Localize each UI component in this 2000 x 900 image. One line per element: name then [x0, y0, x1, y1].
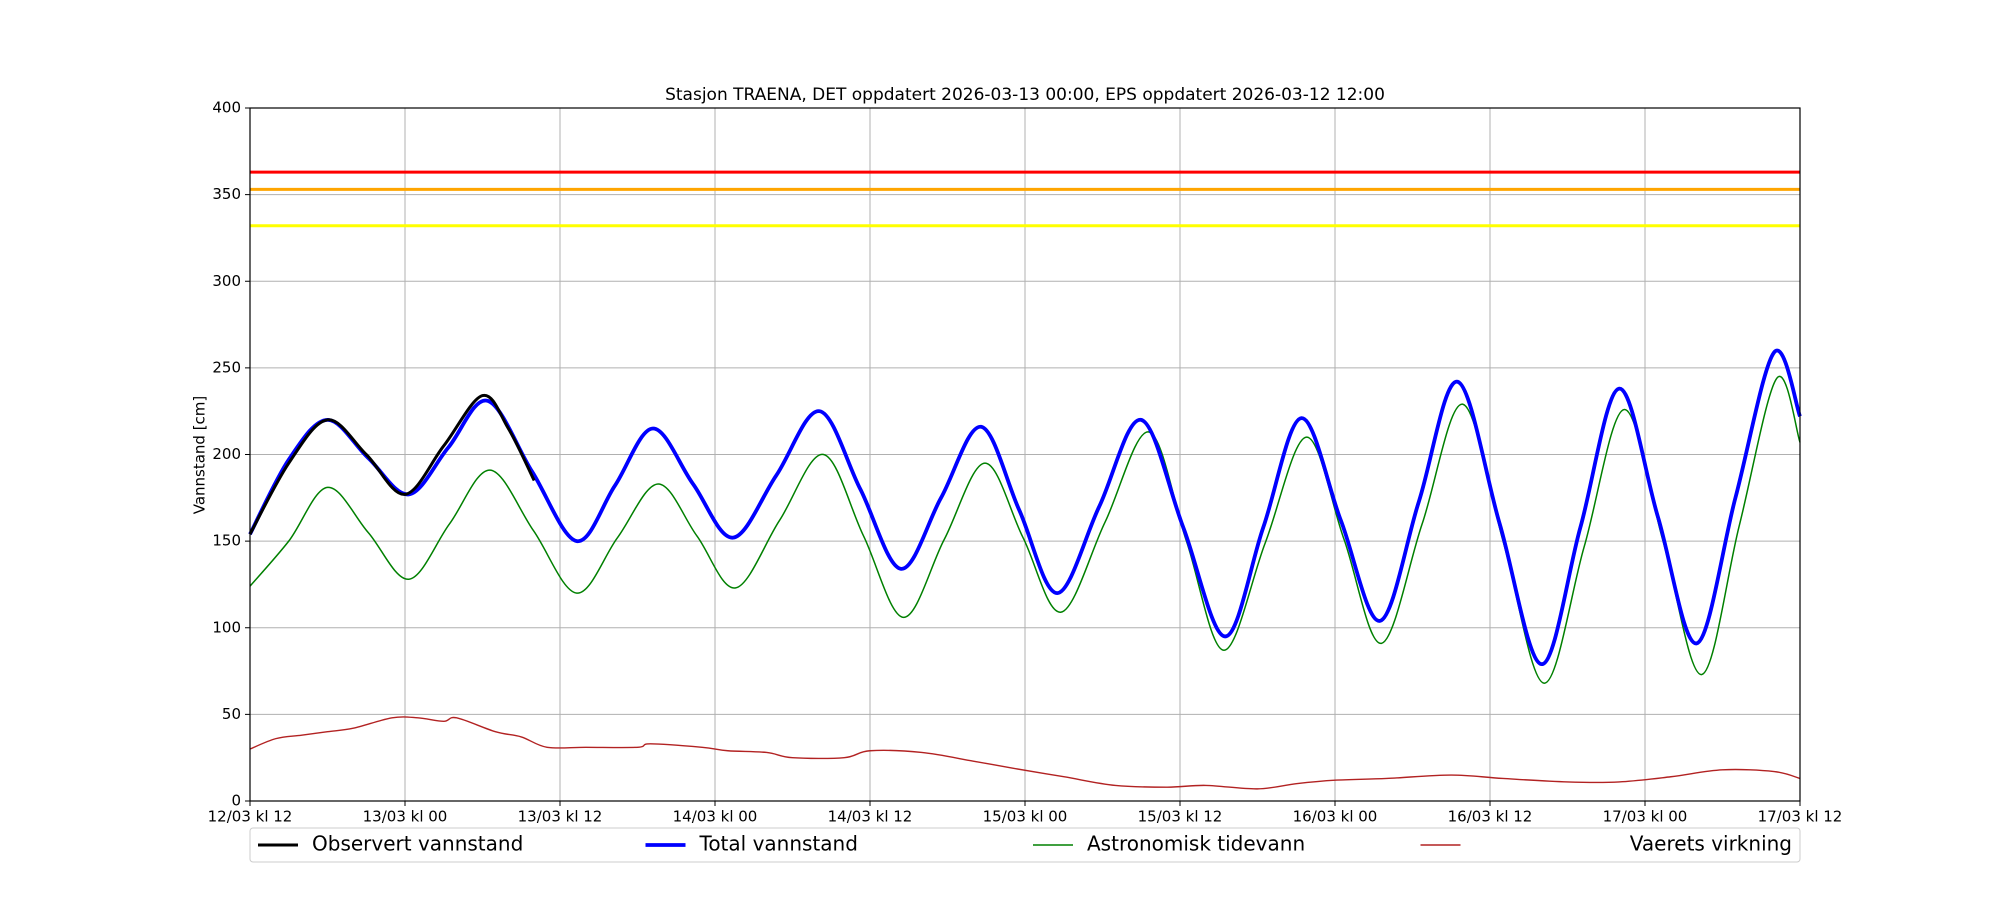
x-tick-label: 14/03 kl 12	[828, 808, 913, 826]
x-tick-label: 15/03 kl 12	[1138, 808, 1223, 826]
legend-label: Astronomisk tidevann	[1087, 832, 1305, 856]
legend-label: Total vannstand	[699, 832, 858, 856]
y-tick-label: 350	[212, 185, 241, 203]
y-tick-label: 0	[231, 792, 241, 810]
y-tick-label: 150	[212, 532, 241, 550]
series-line	[249, 716, 1801, 790]
x-tick-label: 13/03 kl 12	[518, 808, 603, 826]
x-tick-label: 13/03 kl 00	[363, 808, 448, 826]
x-tick-label: 14/03 kl 00	[673, 808, 758, 826]
y-tick-label: 200	[212, 445, 241, 463]
series-line	[249, 375, 1801, 684]
y-tick-label: 300	[212, 272, 241, 290]
x-tick-label: 17/03 kl 12	[1758, 808, 1843, 826]
y-tick-label: 50	[222, 705, 241, 723]
y-tick-label: 100	[212, 618, 241, 636]
plot-frame	[249, 107, 1801, 802]
y-tick-label: 250	[212, 358, 241, 376]
legend	[249, 827, 1801, 863]
x-tick-label: 12/03 kl 12	[208, 808, 293, 826]
series-line	[248, 348, 1802, 667]
x-tick-label: 16/03 kl 12	[1448, 808, 1533, 826]
x-tick-label: 17/03 kl 00	[1603, 808, 1688, 826]
x-tick-label: 16/03 kl 00	[1293, 808, 1378, 826]
y-axis-label: Vannstand [cm]	[191, 396, 209, 515]
y-tick-label: 400	[212, 99, 241, 117]
series-line	[248, 394, 536, 535]
chart-title: Stasjon TRAENA, DET oppdatert 2026-03-13…	[665, 85, 1385, 105]
legend-label: Vaerets virkning	[1630, 832, 1792, 856]
legend-label: Observert vannstand	[312, 832, 523, 856]
x-tick-label: 15/03 kl 00	[983, 808, 1068, 826]
